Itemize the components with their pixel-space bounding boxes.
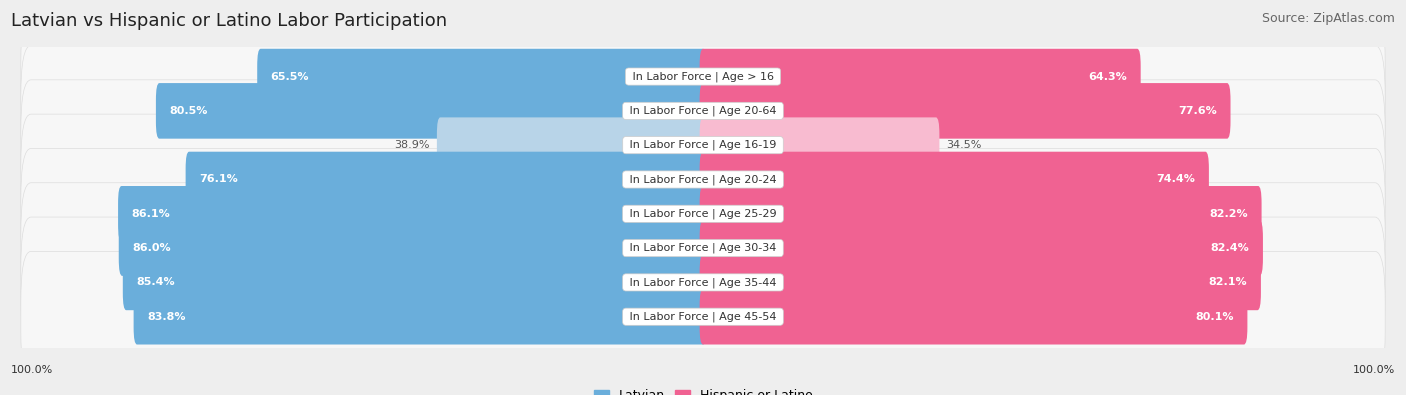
FancyBboxPatch shape	[21, 45, 1385, 176]
FancyBboxPatch shape	[118, 220, 706, 276]
FancyBboxPatch shape	[156, 83, 706, 139]
Text: 80.1%: 80.1%	[1195, 312, 1234, 322]
Text: In Labor Force | Age 20-24: In Labor Force | Age 20-24	[626, 174, 780, 185]
FancyBboxPatch shape	[700, 152, 1209, 207]
Text: 80.5%: 80.5%	[169, 106, 208, 116]
Text: 38.9%: 38.9%	[395, 140, 430, 150]
Text: Source: ZipAtlas.com: Source: ZipAtlas.com	[1261, 12, 1395, 25]
FancyBboxPatch shape	[700, 289, 1247, 344]
Legend: Latvian, Hispanic or Latino: Latvian, Hispanic or Latino	[589, 384, 817, 395]
Text: 100.0%: 100.0%	[11, 365, 53, 375]
Text: In Labor Force | Age > 16: In Labor Force | Age > 16	[628, 71, 778, 82]
FancyBboxPatch shape	[700, 186, 1261, 242]
FancyBboxPatch shape	[700, 220, 1263, 276]
Text: In Labor Force | Age 30-34: In Labor Force | Age 30-34	[626, 243, 780, 253]
FancyBboxPatch shape	[21, 80, 1385, 211]
FancyBboxPatch shape	[437, 117, 706, 173]
FancyBboxPatch shape	[257, 49, 706, 104]
FancyBboxPatch shape	[186, 152, 706, 207]
Text: 82.1%: 82.1%	[1209, 277, 1247, 288]
Text: 76.1%: 76.1%	[200, 175, 238, 184]
FancyBboxPatch shape	[21, 11, 1385, 142]
Text: In Labor Force | Age 25-29: In Labor Force | Age 25-29	[626, 209, 780, 219]
FancyBboxPatch shape	[118, 186, 706, 242]
FancyBboxPatch shape	[700, 49, 1140, 104]
FancyBboxPatch shape	[21, 114, 1385, 245]
FancyBboxPatch shape	[700, 117, 939, 173]
Text: 74.4%: 74.4%	[1157, 175, 1195, 184]
FancyBboxPatch shape	[122, 255, 706, 310]
Text: 86.0%: 86.0%	[132, 243, 172, 253]
Text: In Labor Force | Age 20-64: In Labor Force | Age 20-64	[626, 105, 780, 116]
FancyBboxPatch shape	[21, 149, 1385, 279]
Text: 85.4%: 85.4%	[136, 277, 174, 288]
FancyBboxPatch shape	[21, 217, 1385, 348]
FancyBboxPatch shape	[700, 83, 1230, 139]
Text: 77.6%: 77.6%	[1178, 106, 1218, 116]
Text: In Labor Force | Age 16-19: In Labor Force | Age 16-19	[626, 140, 780, 150]
Text: 82.2%: 82.2%	[1209, 209, 1249, 219]
Text: 82.4%: 82.4%	[1211, 243, 1250, 253]
Text: 65.5%: 65.5%	[271, 71, 309, 81]
FancyBboxPatch shape	[134, 289, 706, 344]
Text: 86.1%: 86.1%	[132, 209, 170, 219]
Text: 83.8%: 83.8%	[148, 312, 186, 322]
Text: In Labor Force | Age 35-44: In Labor Force | Age 35-44	[626, 277, 780, 288]
Text: Latvian vs Hispanic or Latino Labor Participation: Latvian vs Hispanic or Latino Labor Part…	[11, 12, 447, 30]
Text: 64.3%: 64.3%	[1088, 71, 1128, 81]
Text: 100.0%: 100.0%	[1353, 365, 1395, 375]
FancyBboxPatch shape	[21, 183, 1385, 314]
Text: 34.5%: 34.5%	[946, 140, 981, 150]
Text: In Labor Force | Age 45-54: In Labor Force | Age 45-54	[626, 312, 780, 322]
FancyBboxPatch shape	[700, 255, 1261, 310]
FancyBboxPatch shape	[21, 251, 1385, 382]
